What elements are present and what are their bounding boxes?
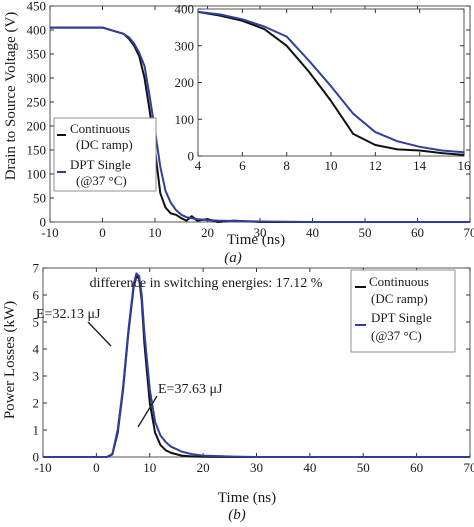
chart-a-inset-ytick-label: 0 (188, 149, 195, 164)
chart-b-caption: (b) (228, 507, 246, 523)
chart-a-xtick-label: 20 (201, 225, 214, 240)
chart-a-inset-ytick-label: 100 (175, 112, 195, 127)
chart-a-legend-box (53, 117, 157, 192)
chart-b-annotation-1-pointer (87, 321, 112, 347)
chart-a-inset-xtick-label: 4 (195, 158, 202, 173)
chart-b-ytick-label: 1 (33, 423, 40, 438)
chart-a-inset-xtick-label: 14 (413, 158, 427, 173)
chart-b-title: difference in switching energies: 17.12 … (90, 276, 323, 291)
chart-a-inset-ytick-label: 400 (175, 2, 195, 17)
chart-b-ytick-label: 6 (33, 288, 40, 303)
chart-b-xtick-label: 50 (357, 460, 370, 475)
chart-a-ytick-label: 400 (27, 23, 47, 38)
chart-b-ylabel: Power Losses (kW) (2, 301, 18, 419)
chart-a-voltage: -10 0 10 20 30 40 50 60 700501001502002503003504… (3, 0, 474, 266)
chart-b-annotation-2-pointer (137, 395, 158, 428)
chart-b-xtick-label: 20 (197, 460, 210, 475)
chart-b-xlabel: Time (ns) (218, 490, 276, 506)
chart-a-inset-xtick-label: 16 (458, 158, 472, 173)
chart-a-ytick-label: 150 (27, 143, 47, 158)
chart-a-xtick-label: 40 (306, 225, 319, 240)
chart-a-xtick-label: -10 (41, 225, 58, 240)
chart-a-inset-ytick-label: 300 (175, 38, 195, 53)
chart-b-ytick-label: 5 (33, 315, 40, 330)
chart-a-plot-area: -10 0 10 20 30 40 50 60 700501001502002503003504… (27, 0, 474, 240)
chart-b-ytick-label: 2 (33, 396, 40, 411)
chart-b-xtick-label: -10 (34, 460, 51, 475)
chart-a-inset-background (198, 9, 464, 156)
chart-a-xtick-label: 50 (359, 225, 372, 240)
chart-a-inset-xtick-label: 6 (239, 158, 246, 173)
chart-b-ytick-label: 3 (33, 369, 40, 384)
chart-a-xtick-label: 0 (99, 225, 106, 240)
chart-b-annotation-1-text: E=32.13 μJ (36, 307, 101, 322)
chart-a-ytick-label: 450 (27, 0, 47, 14)
chart-a-ytick-label: 300 (27, 71, 47, 86)
chart-a-inset-xtick-label: 8 (283, 158, 290, 173)
chart-b-legend-dpt-1: DPT Single (371, 310, 432, 325)
chart-a-inset-xtick-label: 10 (325, 158, 338, 173)
chart-b-legend-box (350, 269, 456, 353)
chart-a-xtick-label: 10 (149, 225, 162, 240)
chart-a-inset-ytick-label: 200 (175, 75, 195, 90)
chart-b-xtick-label: 70 (464, 460, 474, 475)
chart-a-inset-xtick-label: 12 (369, 158, 382, 173)
chart-a-legend-dpt-1: DPT Single (70, 157, 131, 172)
chart-a-ytick-label: 350 (27, 47, 47, 62)
chart-b-xtick-label: 0 (93, 460, 100, 475)
chart-b-legend-continuous-1: Continuous (369, 274, 429, 289)
chart-a-ytick-label: 50 (33, 191, 46, 206)
chart-a-ytick-label: 200 (27, 119, 47, 134)
chart-a-inset: 4 6 8 10 12 14 16 0 100 200 300 400 (175, 2, 472, 174)
chart-a-ytick-label: 0 (40, 215, 47, 230)
chart-a-xtick-label: 60 (411, 225, 424, 240)
chart-a-ylabel: Drain to Source Voltage (V) (3, 12, 19, 181)
chart-b-annotation-2: E=37.63 μJ (137, 382, 223, 428)
chart-a-ytick-label: 100 (27, 167, 47, 182)
chart-b-xtick-label: 10 (143, 460, 156, 475)
chart-a-legend-dpt-2: (@37 °C) (76, 173, 127, 188)
chart-b-legend: Continuous (DC ramp) DPT Single (@37 °C) (350, 269, 456, 353)
chart-a-ytick-label: 250 (27, 95, 47, 110)
chart-b-xtick-label: 60 (410, 460, 423, 475)
chart-b-annotation-2-text: E=37.63 μJ (158, 382, 223, 397)
chart-a-xlabel: Time (ns) (227, 232, 285, 248)
chart-b-series-dpt (43, 272, 470, 458)
chart-a-xtick-label: 30 (254, 225, 267, 240)
chart-b-xtick-label: 30 (250, 460, 263, 475)
chart-a-inset-series-dpt (197, 10, 465, 154)
chart-b-xtick-label: 40 (303, 460, 316, 475)
chart-a-caption: (a) (224, 250, 242, 266)
chart-b-ytick-label: 0 (33, 450, 40, 465)
chart-a-series-dpt (50, 26, 470, 223)
chart-b-ytick-label: 7 (33, 261, 40, 276)
chart-a-legend-continuous-2: (DC ramp) (76, 137, 133, 152)
chart-b-annotation-1: E=32.13 μJ (36, 307, 112, 347)
chart-a-legend-continuous-1: Continuous (70, 121, 130, 136)
chart-b-legend-dpt-2: (@37 °C) (371, 328, 422, 343)
chart-b-legend-continuous-2: (DC ramp) (371, 291, 428, 306)
chart-a-xtick-label: 70 (464, 225, 474, 240)
chart-a-legend: Continuous (DC ramp) DPT Single (@37 °C) (53, 117, 157, 192)
chart-a-inset-series-continuous (197, 10, 465, 156)
chart-b-ytick-label: 4 (33, 342, 40, 357)
